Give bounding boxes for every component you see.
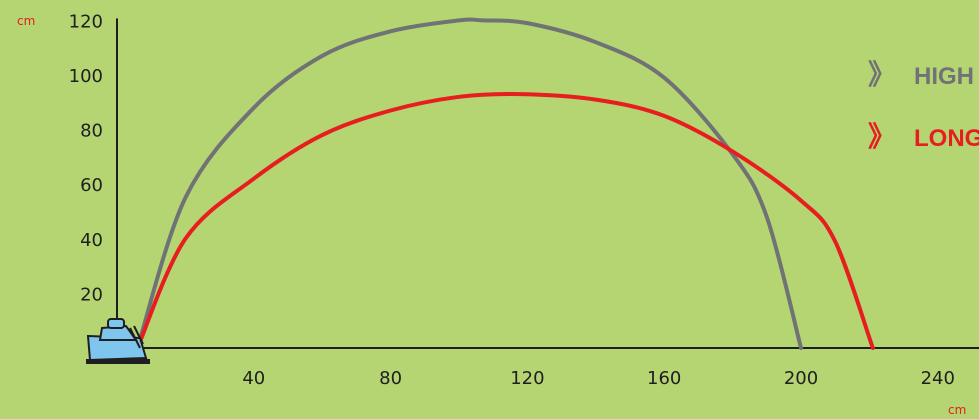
legend-chevron-icon: 》 — [868, 120, 896, 153]
x-unit-label: cm — [948, 403, 966, 417]
launcher-icon — [86, 318, 150, 364]
y-tick-label: 60 — [80, 175, 103, 196]
legend-label-long: LONG — [914, 125, 979, 152]
legend-label-high: HIGH — [914, 63, 974, 90]
y-tick-label: 40 — [80, 230, 103, 251]
x-tick-label: 40 — [242, 368, 265, 389]
series-line-long — [135, 91, 875, 350]
x-tick-label: 120 — [510, 368, 544, 389]
y-tick-label: 80 — [80, 121, 103, 142]
series-line-high — [135, 17, 803, 350]
x-tick-label: 160 — [647, 368, 681, 389]
legend-chevron-icon: 》 — [868, 58, 896, 91]
x-tick-label: 200 — [784, 368, 818, 389]
y-tick-label: 100 — [69, 66, 103, 87]
y-tick-label: 20 — [80, 284, 103, 305]
y-tick-label: 120 — [69, 11, 103, 32]
x-tick-label: 80 — [379, 368, 402, 389]
x-tick-label: 240 — [921, 368, 955, 389]
y-unit-label: cm — [17, 14, 35, 28]
